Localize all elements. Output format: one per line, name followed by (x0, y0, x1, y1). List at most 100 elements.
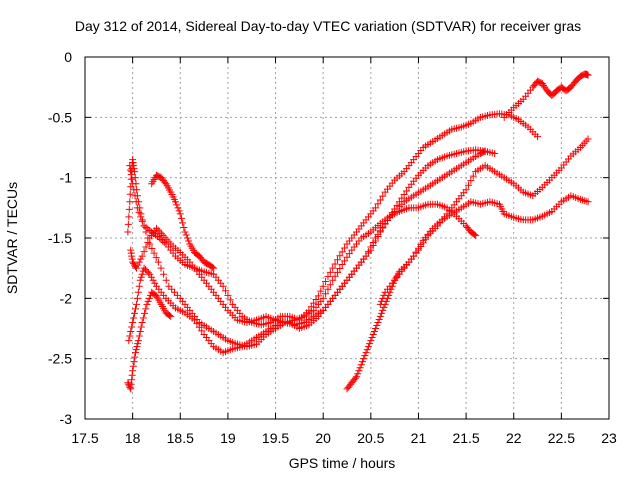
data-point (130, 358, 138, 366)
data-point (343, 253, 351, 261)
data-point (135, 282, 143, 290)
data-point (131, 309, 139, 317)
data-point (129, 180, 137, 188)
data-point (370, 328, 378, 336)
data-point (481, 147, 489, 155)
data-point (336, 264, 344, 272)
data-point (374, 318, 382, 326)
data-point (336, 252, 344, 260)
data-point (541, 83, 549, 91)
data-point (131, 353, 139, 361)
data-point (167, 312, 175, 320)
data-point (143, 300, 151, 308)
data-point (584, 198, 592, 206)
data-point (355, 367, 363, 375)
data-point (132, 264, 140, 272)
data-point (338, 261, 346, 269)
data-point (582, 197, 590, 205)
data-point (410, 252, 418, 260)
series-track-6 (376, 192, 592, 308)
data-point (124, 379, 132, 387)
data-point (128, 323, 136, 331)
data-point (578, 196, 586, 204)
data-point (319, 294, 327, 302)
x-tick-label: 20 (315, 430, 331, 446)
y-axis: 0 -0.5 -1 -1.5 -2 -2.5 -3 (48, 49, 609, 427)
data-point (133, 294, 141, 302)
data-point (462, 186, 470, 194)
data-point (222, 287, 230, 295)
data-point (126, 332, 134, 340)
data-point (131, 349, 139, 357)
data-point (358, 358, 366, 366)
data-point (378, 297, 386, 305)
data-point (124, 228, 132, 236)
data-point (305, 306, 313, 314)
data-point (124, 220, 132, 228)
data-point (134, 337, 142, 345)
data-point (372, 234, 380, 242)
data-point (331, 272, 339, 280)
data-point (144, 225, 152, 233)
data-point (467, 177, 475, 185)
data-point (138, 270, 146, 278)
data-point (376, 312, 384, 320)
data-point (141, 266, 149, 274)
data-point (140, 264, 148, 272)
data-point (210, 264, 218, 272)
data-point (193, 320, 201, 328)
data-point (132, 198, 140, 206)
data-point (144, 269, 152, 277)
data-point (333, 268, 341, 276)
y-tick-label: -3 (60, 411, 73, 427)
data-point (151, 279, 159, 287)
data-point (376, 227, 384, 235)
data-point (369, 239, 377, 247)
data-point (168, 285, 176, 293)
data-point (324, 285, 332, 293)
data-point (469, 172, 477, 180)
plot-area: 17.5 18 18.5 19 19.5 20 20.5 21 21.5 22 22.5 23 0 -0… (48, 49, 617, 446)
data-point (584, 135, 592, 143)
data-point (132, 346, 140, 354)
data-point (353, 373, 361, 381)
data-point (127, 171, 135, 179)
x-tick-label: 23 (601, 430, 617, 446)
x-tick-label: 21.5 (452, 430, 479, 446)
data-point (322, 290, 330, 298)
data-point (126, 190, 134, 198)
data-point (135, 208, 143, 216)
data-point (326, 281, 334, 289)
data-point (126, 166, 134, 174)
data-point (379, 192, 387, 200)
data-point (331, 260, 339, 268)
data-point (171, 288, 179, 296)
x-axis: 17.5 18 18.5 19 19.5 20 20.5 21 21.5 22 22.5 23 (71, 57, 617, 446)
series-track-5 (343, 135, 592, 393)
data-point (145, 294, 153, 302)
data-point (133, 343, 141, 351)
data-point (329, 264, 337, 272)
data-point (380, 303, 388, 311)
data-point (177, 214, 185, 222)
x-tick-label: 21 (411, 430, 427, 446)
data-point (534, 133, 542, 141)
data-point (374, 230, 382, 238)
data-point (369, 331, 377, 339)
data-point (126, 198, 134, 206)
data-point (378, 309, 386, 317)
data-point (154, 258, 162, 266)
data-point (540, 81, 547, 89)
data-point (195, 323, 203, 331)
data-point (133, 204, 141, 212)
data-point (166, 312, 174, 320)
series-track-9 (148, 171, 218, 272)
data-point (341, 244, 349, 252)
data-point (162, 276, 170, 284)
data-point (354, 370, 362, 378)
data-point (491, 150, 499, 158)
series-track-7 (500, 70, 592, 121)
data-point (307, 303, 315, 311)
data-point (198, 327, 206, 335)
